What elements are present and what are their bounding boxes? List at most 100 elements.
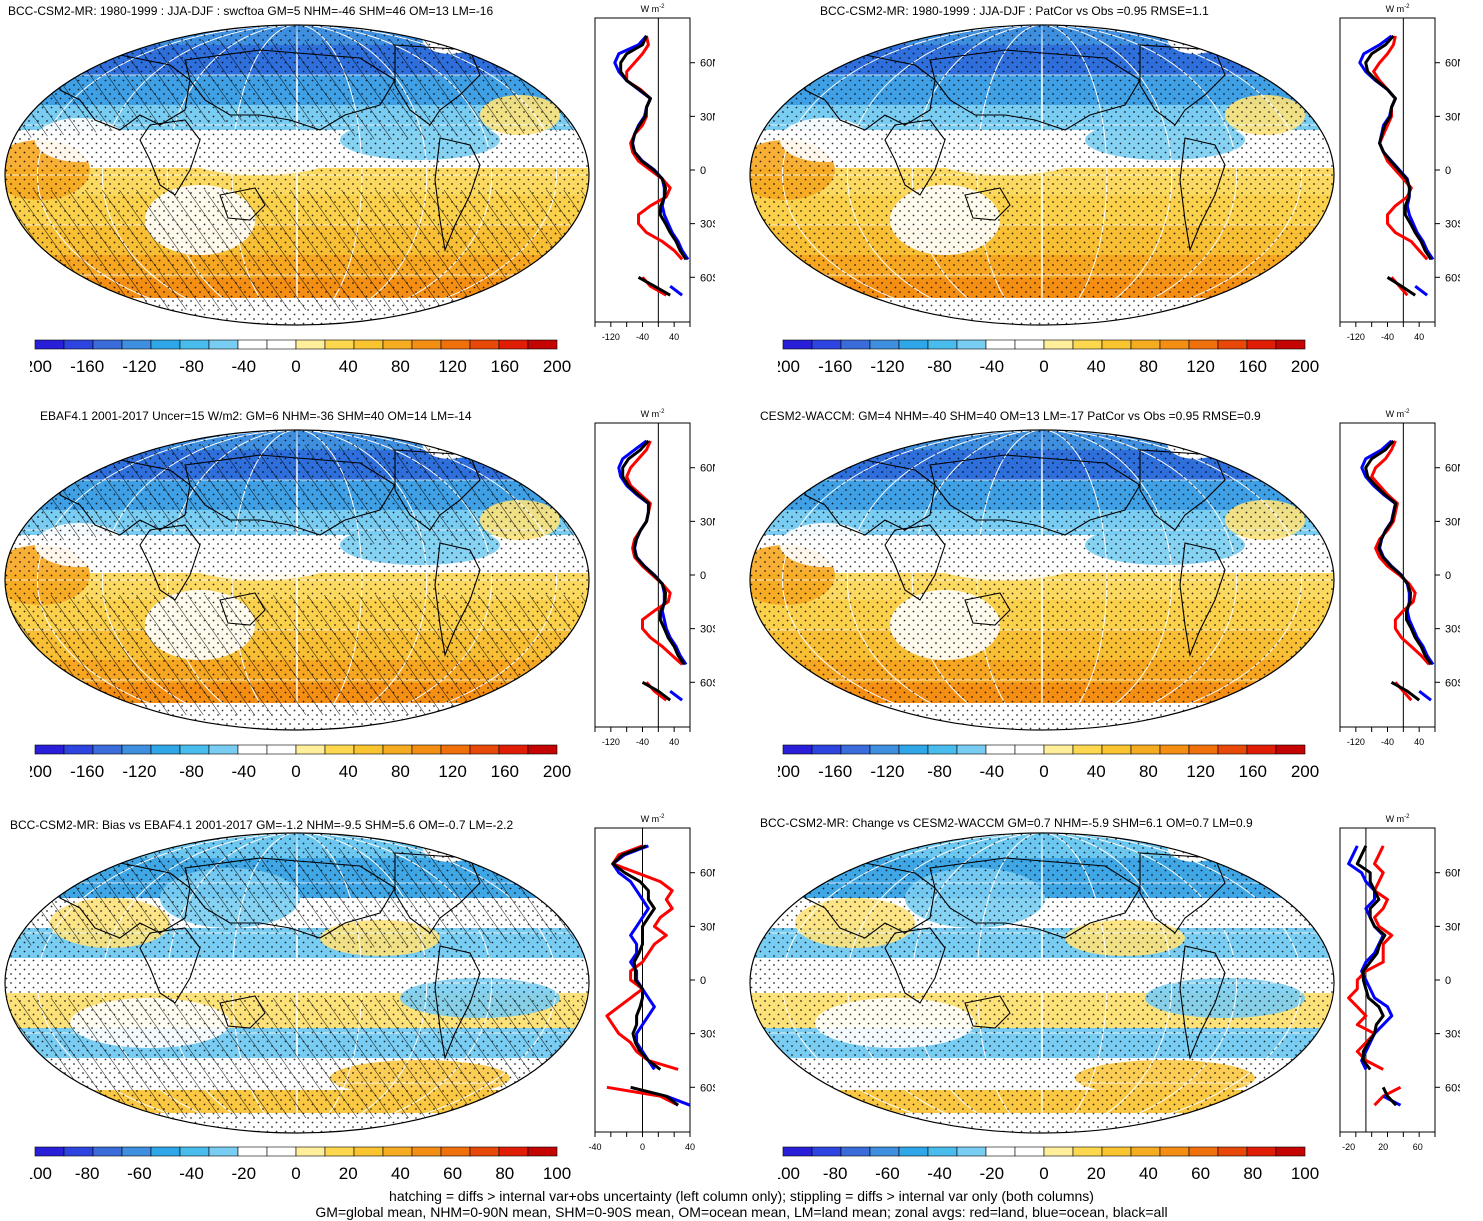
- colorbar-tick-label: -80: [927, 357, 952, 376]
- colorbar-segment: [266, 744, 297, 755]
- colorbar-tick-label: 80: [391, 357, 410, 376]
- lat-tick-label: 30S: [700, 624, 715, 636]
- colorbar-tick-label: 100: [1291, 1164, 1319, 1183]
- colorbar-segment: [237, 744, 268, 755]
- colorbar-tick-label: -60: [127, 1164, 152, 1183]
- colorbar-tick-label: 40: [339, 357, 358, 376]
- colorbar-segment: [1130, 1146, 1161, 1157]
- colorbar-tick-label: -200: [778, 357, 800, 376]
- colorbar-segment: [985, 1146, 1016, 1157]
- lat-tick-label: 60N: [700, 868, 715, 880]
- units-label: W m-2: [641, 409, 665, 419]
- panel-6: BCC-CSM2-MR: Change vs CESM2-WACCM GM=0.…: [745, 810, 1483, 1183]
- lat-tick-label: 0: [700, 570, 706, 582]
- colorbar-segment: [782, 1146, 813, 1157]
- zonal-series-all: [1355, 845, 1398, 1107]
- colorbar-segment: [956, 744, 987, 755]
- colorbar-segment: [956, 1146, 987, 1157]
- colorbar: -200 -160 -120 -80 -40 0 40 80 120 160 200: [778, 339, 1319, 376]
- zonal-average-plot: W m-2 60N 30N 0 30S 60S -120 -40 40: [594, 4, 715, 342]
- colorbar-tick-label: 120: [438, 762, 466, 781]
- colorbar-tick-label: -60: [875, 1164, 900, 1183]
- colorbar-segment: [440, 744, 471, 755]
- zonal-x-tick-label: -40: [636, 332, 649, 342]
- zonal-series-all: [619, 35, 688, 297]
- panel-title: BCC-CSM2-MR: 1980-1999 : JJA-DJF : swcft…: [8, 4, 494, 18]
- global-map: [4, 24, 590, 326]
- colorbar-tick-label: 20: [1087, 1164, 1106, 1183]
- units-label: W m-2: [641, 814, 665, 824]
- global-map: [749, 24, 1335, 326]
- global-map: [4, 429, 590, 731]
- colorbar-segment: [150, 339, 181, 350]
- colorbar-tick-label: -40: [980, 357, 1005, 376]
- lat-tick-label: 60N: [1445, 58, 1460, 70]
- zonal-series-all: [611, 844, 680, 1107]
- colorbar-segment: [1159, 744, 1190, 755]
- colorbar-tick-label: 0: [291, 1164, 300, 1183]
- colorbar-tick-label: 60: [1191, 1164, 1210, 1183]
- lat-tick-label: 0: [700, 975, 706, 987]
- colorbar-tick-label: -200: [30, 357, 52, 376]
- colorbar-segment: [34, 339, 65, 350]
- zonal-x-tick-label: -120: [1347, 737, 1365, 747]
- global-map: [749, 832, 1335, 1134]
- colorbar-tick-label: 0: [1039, 357, 1048, 376]
- colorbar-tick-label: -160: [818, 762, 852, 781]
- global-map: [749, 429, 1335, 731]
- zonal-x-tick-label: -20: [1342, 1142, 1355, 1152]
- colorbar-segment: [1101, 339, 1132, 350]
- zonal-series-ocean: [611, 844, 691, 1107]
- colorbar-tick-label: 160: [491, 762, 519, 781]
- colorbar-tick-label: -120: [870, 357, 904, 376]
- colorbar-segment: [527, 1146, 558, 1157]
- panel-3: EBAF4.1 2001-2017 Uncer=15 W/m2: GM=6 NH…: [0, 405, 740, 805]
- colorbar-segment: [898, 339, 929, 350]
- colorbar-segment: [150, 744, 181, 755]
- panel-4: CESM2-WACCM: GM=4 NHM=-40 SHM=40 OM=13 L…: [745, 405, 1483, 805]
- lat-tick-label: 30N: [1445, 111, 1460, 123]
- colorbar-tick-label: 20: [339, 1164, 358, 1183]
- colorbar-segment: [1014, 744, 1045, 755]
- lat-tick-label: 0: [1445, 570, 1451, 582]
- caption-line-2: GM=global mean, NHM=0-90N mean, SHM=0-90…: [315, 1204, 1168, 1220]
- units-label: W m-2: [1386, 814, 1410, 824]
- colorbar-tick-label: -20: [980, 1164, 1005, 1183]
- colorbar-segment: [498, 339, 529, 350]
- colorbar-segment: [295, 1146, 326, 1157]
- global-map: [4, 832, 590, 1134]
- figure-caption: hatching = diffs > internal var+obs unce…: [0, 1188, 1483, 1220]
- lat-tick-label: 60S: [1445, 272, 1460, 284]
- colorbar-tick-label: 120: [438, 357, 466, 376]
- zonal-series-land: [1347, 845, 1402, 1107]
- panel-title: BCC-CSM2-MR: Bias vs EBAF4.1 2001-2017 G…: [10, 818, 514, 832]
- colorbar-tick-label: -160: [70, 762, 104, 781]
- zonal-x-tick-label: -40: [1381, 332, 1394, 342]
- colorbar-tick-label: 80: [1139, 762, 1158, 781]
- colorbar-tick-label: -40: [927, 1164, 952, 1183]
- colorbar-segment: [956, 339, 987, 350]
- colorbar-tick-label: -160: [818, 357, 852, 376]
- colorbar-segment: [121, 339, 152, 350]
- colorbar-segment: [1188, 1146, 1219, 1157]
- colorbar: -200 -160 -120 -80 -40 0 40 80 120 160 200: [30, 339, 571, 376]
- colorbar-segment: [527, 744, 558, 755]
- colorbar-segment: [1246, 1146, 1277, 1157]
- colorbar-tick-label: 40: [391, 1164, 410, 1183]
- colorbar-segment: [1246, 339, 1277, 350]
- panel-5: BCC-CSM2-MR: Bias vs EBAF4.1 2001-2017 G…: [0, 810, 740, 1183]
- zonal-series-land: [625, 440, 684, 702]
- colorbar-tick-label: 80: [495, 1164, 514, 1183]
- colorbar-segment: [1217, 744, 1248, 755]
- colorbar-tick-label: 0: [1039, 1164, 1048, 1183]
- colorbar-segment: [179, 744, 210, 755]
- zonal-x-tick-label: -120: [1347, 332, 1365, 342]
- zonal-x-tick-label: 20: [1378, 1142, 1388, 1152]
- zonal-x-tick-label: -40: [588, 1142, 601, 1152]
- colorbar-segment: [411, 744, 442, 755]
- colorbar-segment: [1188, 339, 1219, 350]
- colorbar-segment: [927, 744, 958, 755]
- colorbar: -200 -160 -120 -80 -40 0 40 80 120 160 200: [778, 744, 1319, 781]
- colorbar-segment: [208, 1146, 239, 1157]
- colorbar-segment: [1159, 339, 1190, 350]
